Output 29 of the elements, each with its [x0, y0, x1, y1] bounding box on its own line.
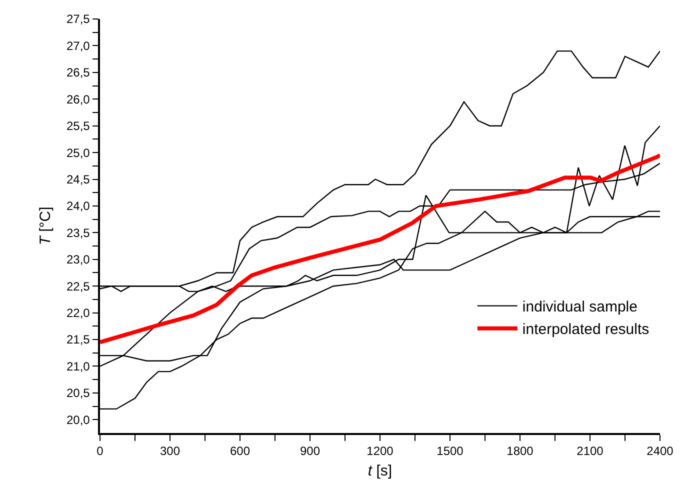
y-tick-label: 27,0	[66, 38, 90, 53]
x-tick-label: 600	[230, 444, 250, 458]
x-tick-label: 2400	[646, 444, 674, 458]
x-tick-label: 2100	[576, 444, 604, 458]
y-tick-label: 25,0	[66, 146, 90, 160]
y-tick-label: 26,0	[66, 92, 90, 106]
x-tick-label: 900	[300, 444, 320, 458]
x-tick-label: 300	[160, 444, 180, 458]
legend-label: interpolated results	[522, 321, 650, 338]
y-tick-label: 26,5	[66, 66, 90, 80]
y-axis-title: T [°C]	[37, 206, 54, 246]
y-tick-label: 20,5	[66, 386, 90, 400]
x-tick-label: 1200	[366, 444, 394, 458]
y-tick-label: 24,5	[66, 172, 90, 186]
x-tick-label: 1800	[506, 444, 534, 458]
y-tick-label: 27,5	[66, 12, 90, 26]
y-tick-label: 21,0	[66, 359, 90, 374]
x-tick-label: 1500	[436, 444, 464, 458]
y-tick-label: 20,0	[66, 412, 90, 427]
x-axis-title: t [s]	[368, 462, 392, 480]
y-tick-label: 25,5	[66, 119, 90, 134]
y-tick-label: 23,0	[66, 252, 90, 267]
x-tick-label: 0	[96, 444, 104, 458]
y-tick-label: 23,5	[66, 226, 90, 240]
y-tick-label: 22,5	[66, 279, 90, 294]
y-tick-label: 22,0	[66, 306, 90, 320]
y-tick-label: 21,5	[66, 332, 90, 347]
legend-label: individual sample	[522, 298, 638, 316]
y-tick-label: 24,0	[66, 199, 90, 214]
